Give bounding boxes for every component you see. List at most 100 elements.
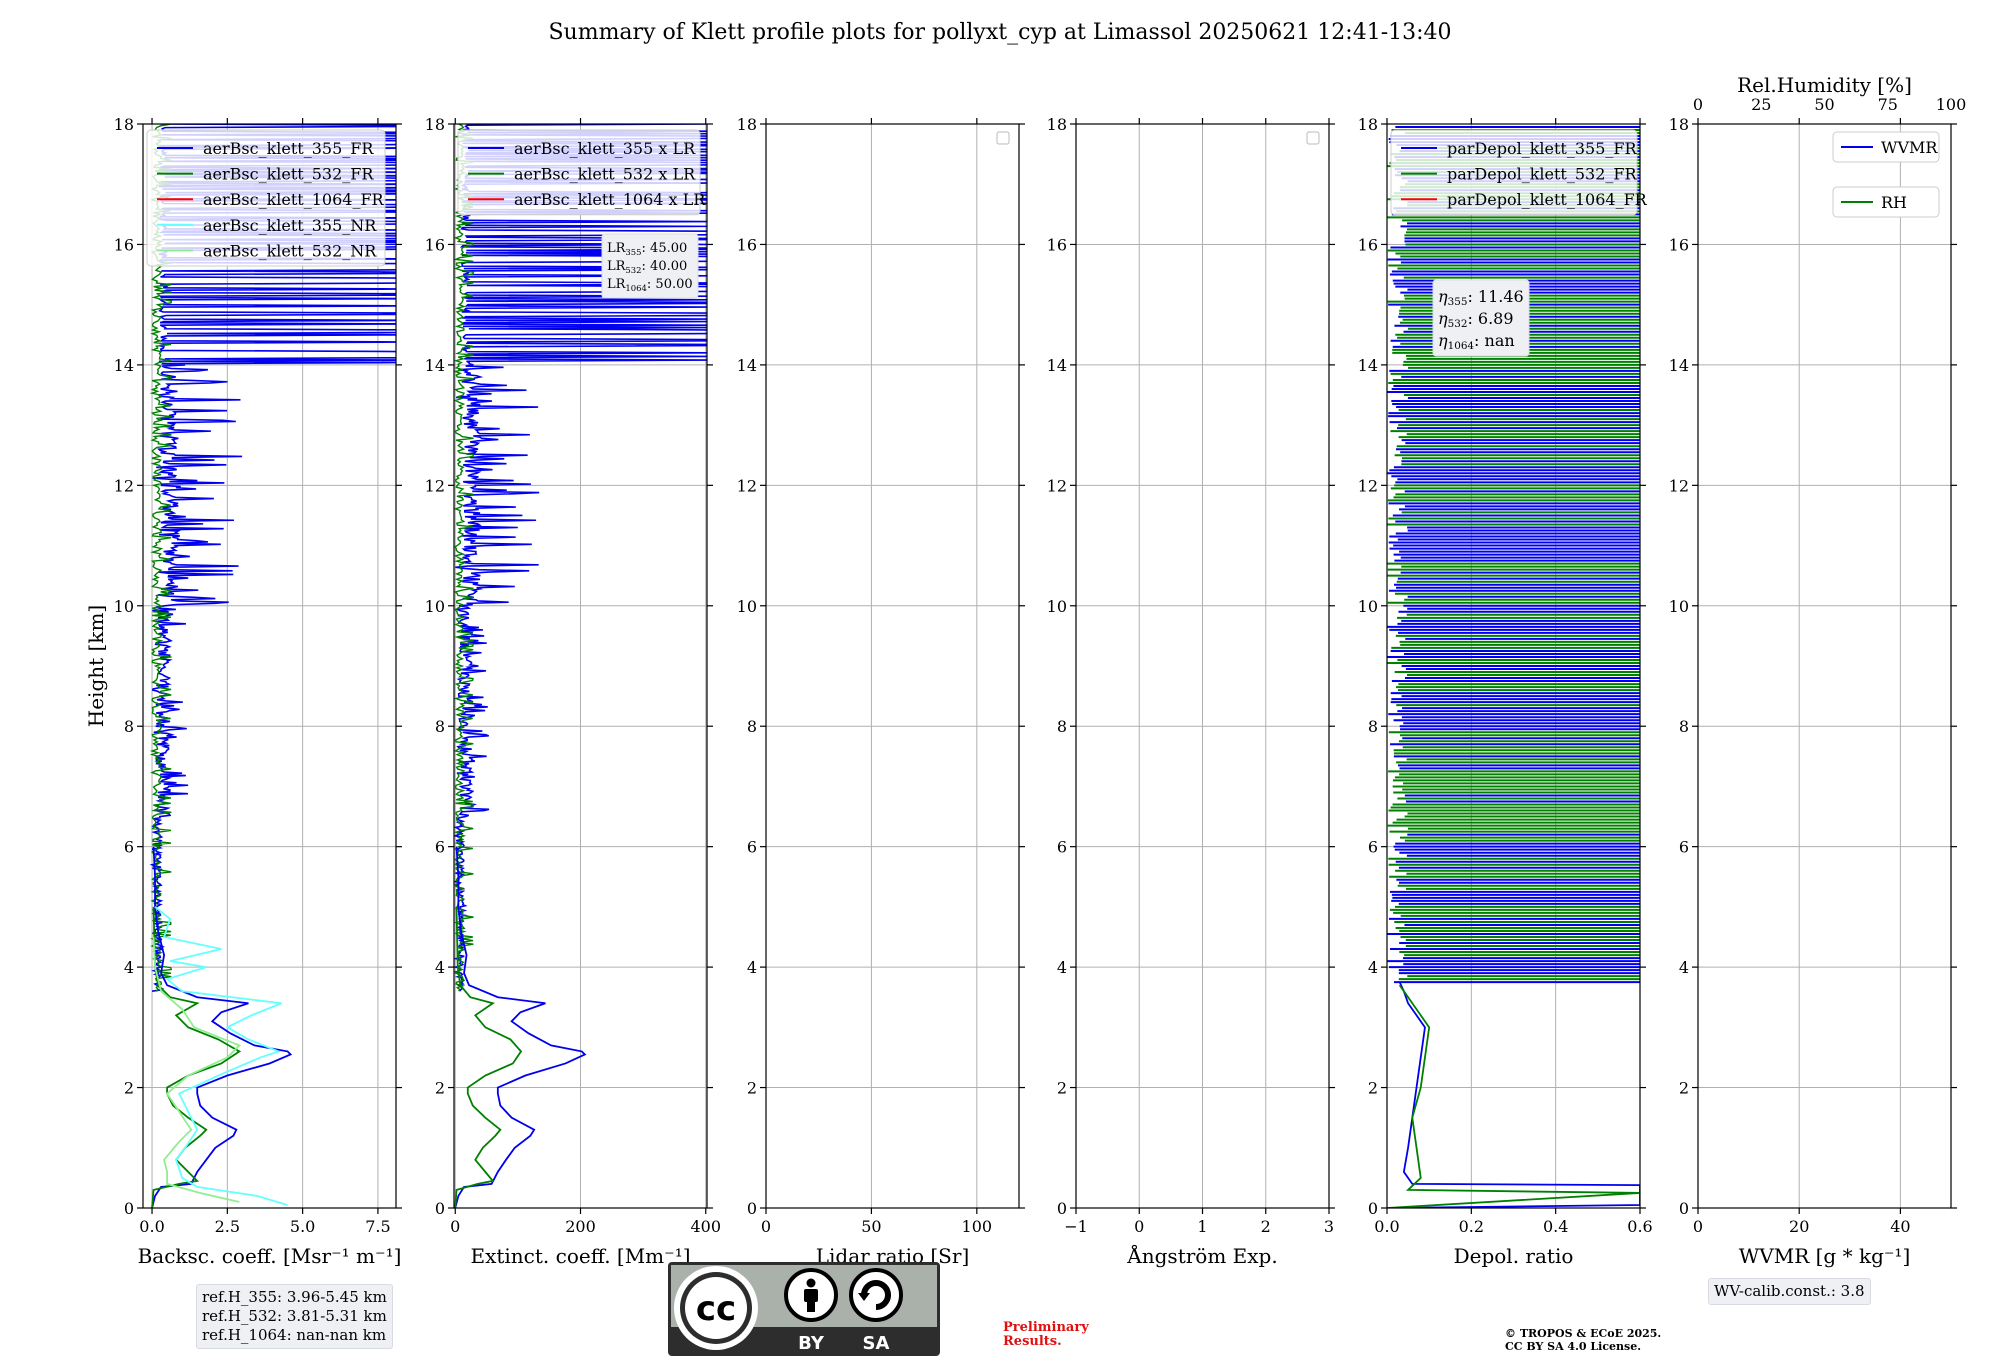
x-tick-label: 20 (1789, 1217, 1809, 1236)
y-tick-label: 14 (737, 356, 757, 375)
y-tick-label: 4 (747, 958, 757, 977)
x-tick-label: 0 (1134, 1217, 1144, 1236)
y-tick-label: 8 (1057, 717, 1067, 736)
x-tick-label: 7.5 (365, 1217, 390, 1236)
y-tick-label: 10 (1047, 597, 1067, 616)
annotation-line: η1064: nan (1438, 331, 1515, 352)
y-tick-label: 10 (425, 597, 445, 616)
y-tick-label: 10 (1669, 597, 1689, 616)
y-tick-label: 0 (435, 1199, 445, 1218)
y-tick-label: 12 (1358, 476, 1378, 495)
series-line-1 (454, 906, 523, 1208)
axes-frame (1386, 123, 1641, 1209)
top-axis-tick-label: 50 (1814, 95, 1834, 114)
y-tick-label: 0 (747, 1199, 757, 1218)
legend-entry: aerBsc_klett_355_FR (203, 139, 374, 158)
annotation-box: LR355: 45.00 LR532: 40.00 LR1064: 50.00 (601, 233, 699, 299)
x-tick-label: 100 (962, 1217, 993, 1236)
x-tick-label: 0 (450, 1217, 460, 1236)
cc-by-label: BY (798, 1333, 825, 1354)
legend: aerBsc_klett_355_FR aerBsc_klett_532_FRae… (146, 129, 386, 267)
x-tick-label: 200 (565, 1217, 596, 1236)
y-tick-label: 12 (737, 476, 757, 495)
axes-frame (765, 123, 1020, 1209)
cc-badge-circle-inner (685, 1277, 747, 1339)
y-tick-label: 4 (1679, 958, 1689, 977)
ref-height-355: ref.H_355: 3.96-5.45 km (202, 1288, 387, 1306)
x-tick-label: 50 (861, 1217, 881, 1236)
y-tick-label: 16 (1358, 235, 1378, 254)
legend-entry: WVMR (1881, 138, 1938, 157)
y-tick-label: 6 (1679, 838, 1689, 857)
y-tick-label: 2 (747, 1079, 757, 1098)
y-tick-label: 18 (1047, 115, 1067, 134)
annotation-bg (601, 233, 699, 299)
y-tick-label: 12 (1669, 476, 1689, 495)
y-tick-label: 0 (1057, 1199, 1067, 1218)
series-line-1 (151, 906, 242, 1208)
y-tick-label: 16 (737, 235, 757, 254)
axes-frame (1697, 123, 1952, 1209)
y-tick-label: 14 (114, 356, 134, 375)
series-line-1 (1387, 984, 1640, 1208)
y-tick-label: 14 (1358, 356, 1378, 375)
x-tick-label: 0.2 (1459, 1217, 1484, 1236)
figure-title: Summary of Klett profile plots for polly… (548, 20, 1452, 45)
legend-box (457, 129, 701, 216)
top-axis-tick-label: 75 (1878, 95, 1898, 114)
legend-entry: RH (1881, 193, 1907, 212)
share-alike-icon (849, 1268, 903, 1322)
x-axis-label: Backsc. coeff. [Msr⁻¹ m⁻¹] (138, 1244, 402, 1268)
x-tick-label: 0.6 (1627, 1217, 1652, 1236)
x-tick-label: 2.5 (215, 1217, 240, 1236)
y-tick-label: 16 (114, 235, 134, 254)
x-tick-label: 0.4 (1543, 1217, 1568, 1236)
x-axis-label: WVMR [g * kg⁻¹] (1739, 1244, 1911, 1268)
x-tick-label: −1 (1064, 1217, 1088, 1236)
y-tick-label: 10 (737, 597, 757, 616)
x-tick-label: 0.0 (139, 1217, 164, 1236)
legend-entry: parDepol_klett_532_FR (1447, 165, 1638, 184)
y-tick-label: 14 (425, 356, 445, 375)
y-tick-label: 6 (1368, 838, 1378, 857)
y-axis-label: Height [km] (84, 605, 108, 727)
attribution-icon (784, 1268, 838, 1322)
y-tick-label: 8 (124, 717, 134, 736)
legend-entry: aerBsc_klett_1064_FR (203, 190, 385, 209)
x-tick-label: 0.0 (1374, 1217, 1399, 1236)
x-tick-label: 2 (1261, 1217, 1271, 1236)
annotation-line: η532: 6.89 (1438, 309, 1514, 330)
y-tick-label: 12 (114, 476, 134, 495)
legend-entry: parDepol_klett_355_FR (1447, 139, 1638, 158)
series-line-0 (151, 846, 293, 1208)
y-tick-label: 16 (1047, 235, 1067, 254)
legend: aerBsc_klett_355 x LR aerBsc_klett_532 x … (457, 129, 706, 216)
series-line-3 (152, 936, 241, 1203)
plot-area-backscatter (149, 124, 396, 1208)
x-tick-label: 5.0 (290, 1217, 315, 1236)
y-tick-label: 0 (1679, 1199, 1689, 1218)
copyright-line-2: CC BY SA 4.0 License. (1505, 1340, 1642, 1353)
series-line-0 (454, 846, 587, 1208)
ref-height-532: ref.H_532: 3.81-5.31 km (202, 1307, 387, 1325)
y-tick-label: 4 (1368, 958, 1378, 977)
y-tick-label: 2 (1679, 1079, 1689, 1098)
top-axis-tick-label: 25 (1751, 95, 1771, 114)
legend-entry: aerBsc_klett_532_NR (203, 241, 377, 260)
x-tick-label: 40 (1890, 1217, 1910, 1236)
y-tick-label: 18 (425, 115, 445, 134)
copyright-line-1: © TROPOS & ECoE 2025. (1505, 1327, 1662, 1340)
noise-line-green (454, 124, 475, 992)
cc-license-logo: cc BY SA (668, 1262, 940, 1356)
x-axis-label: Depol. ratio (1454, 1244, 1574, 1268)
y-tick-label: 18 (1669, 115, 1689, 134)
x-tick-label: 0 (761, 1217, 771, 1236)
y-tick-label: 12 (425, 476, 445, 495)
y-tick-label: 18 (737, 115, 757, 134)
y-tick-label: 2 (1057, 1079, 1067, 1098)
y-tick-label: 8 (1368, 717, 1378, 736)
